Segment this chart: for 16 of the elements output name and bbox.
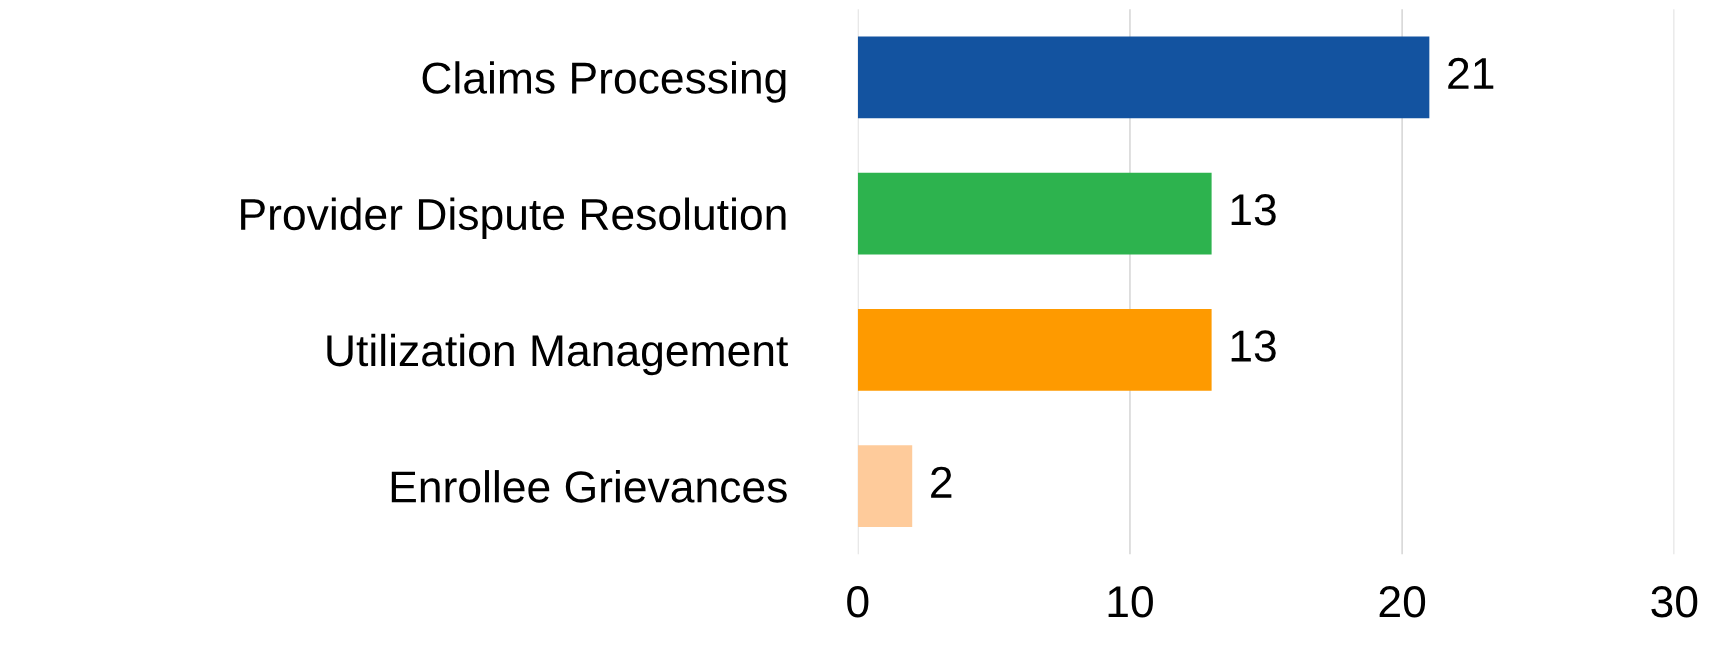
- bar: [857, 172, 1212, 255]
- data-label: 21: [1448, 57, 1494, 89]
- data-label: 2: [931, 466, 952, 498]
- data-label: 13: [1231, 194, 1276, 226]
- y-tick-label: Provider Dispute Resolution: [241, 197, 786, 239]
- bar: [857, 445, 913, 528]
- bar: [857, 309, 1212, 391]
- data-label: 13: [1231, 330, 1276, 362]
- y-tick-label: Utilization Management: [327, 333, 789, 376]
- x-tick-label: 10: [1108, 586, 1153, 618]
- x-tick-label: 30: [1651, 586, 1698, 618]
- bar: [857, 36, 1430, 119]
- y-tick-label: Enrollee Grievances: [391, 470, 787, 503]
- x-tick-label: 0: [847, 586, 869, 618]
- y-tick-label: Claims Processing: [422, 61, 786, 103]
- x-tick-label: 20: [1379, 586, 1426, 618]
